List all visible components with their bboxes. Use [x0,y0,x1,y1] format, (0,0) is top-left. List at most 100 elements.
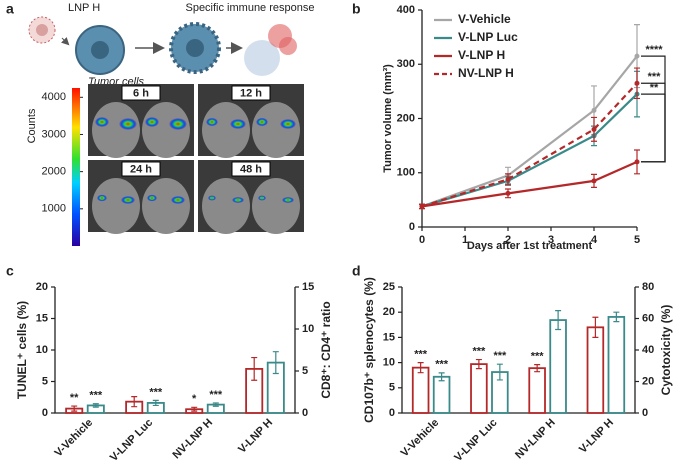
signal [282,197,294,203]
colorbar-tick-label: 3000 [42,128,66,140]
y-tick-label: 10 [36,344,48,356]
y-tick-label: 60 [642,312,654,324]
time-label: 24 h [130,163,152,175]
bioluminescence-image: 6 h [88,84,194,158]
y-tick-label: 10 [302,323,314,335]
error-bar [92,403,99,408]
y2-axis-title: Cytotoxicity (%) [659,305,673,396]
mouse [142,178,190,234]
error-bar [438,372,445,382]
y-axis-title: Tumor volume (mm³) [382,64,394,173]
colorbar-tick-label: 1000 [42,203,66,215]
signal [119,118,137,130]
significance: *** [435,359,449,371]
y-tick-label: 0 [302,407,308,419]
significance: *** [472,345,486,357]
x-tick-label: 5 [634,234,640,246]
point [591,178,597,184]
significance: *** [209,389,223,401]
x-tick-label: NV-LNP H [513,417,558,462]
error-bar [152,399,159,407]
time-box [121,161,161,177]
y-tick-label: 100 [397,167,415,179]
legend-label: NV-LNP H [458,66,514,80]
bar [549,319,567,414]
error-bar [496,363,503,381]
y-tick-label: 300 [397,58,415,70]
x-tick-label: 0 [419,234,425,246]
signal [280,119,296,129]
y-tick-label: 400 [397,4,415,16]
x-tick-label: 2 [505,234,511,246]
bar [411,366,430,414]
x-tick-label: NV-LNP H [171,417,216,462]
significance: * [192,393,197,405]
panel-label: b [352,1,361,17]
signal [95,117,109,127]
point [634,53,640,59]
y-tick-label: 0 [642,407,648,419]
y-tick-label: 15 [302,281,314,293]
significance: *** [648,71,662,83]
bioluminescence-image: 12 h [198,84,304,158]
time-box [231,85,271,101]
x-tick-label: V-LNP H [236,417,275,456]
time-label: 48 h [240,163,262,175]
point [419,203,425,209]
significance: **** [645,44,663,56]
series-line [421,55,638,208]
time-label: 12 h [240,87,262,99]
error-bar [272,351,279,375]
error-bar [534,364,541,373]
time-label: 6 h [133,87,149,99]
error-bar [555,310,562,331]
point [634,80,640,86]
panel-label: c [6,263,14,279]
bioluminescence-image: 24 h [88,160,194,234]
colorbar [72,88,80,246]
bar [528,367,546,414]
significance: *** [149,386,163,398]
x-tick-label: V-Vehicle [399,417,442,460]
colorbar-tick-label: 4000 [42,91,66,103]
x-tick-label: V-LNP Luc [452,417,499,464]
signal [169,118,187,130]
point [634,159,640,165]
bar [470,363,488,414]
y-tick-label: 5 [389,382,395,394]
mouse [92,102,140,158]
panel-label: a [6,1,14,17]
significance: *** [414,349,428,361]
error-bar [475,358,482,370]
signal [258,195,266,201]
y-tick-label: 80 [642,281,654,293]
significance: ** [650,82,659,94]
error-bar [191,406,198,412]
y-tick-label: 15 [36,312,48,324]
time-box [231,161,271,177]
mouse [92,178,140,234]
bar [432,375,451,414]
panel-label: d [352,263,361,279]
y-tick-label: 40 [642,344,654,356]
y-tick-label: 20 [642,375,654,387]
schematic-label: LNP H [68,2,100,14]
series-line [421,160,638,208]
point [505,190,511,196]
point [505,176,511,182]
error-bar [131,396,138,408]
y-tick-label: 5 [302,365,308,377]
y-tick-label: 20 [36,281,48,293]
x-axis-title: Days after 1st treatment [467,240,593,252]
y2-axis-title: CD8⁺: CD4⁺ ratio [319,301,333,398]
signal [97,194,107,202]
bar [607,316,626,414]
x-tick-label: V-Vehicle [53,417,96,460]
mouse [202,102,250,158]
x-tick-label: V-LNP H [577,417,616,456]
y-tick-label: 15 [383,331,395,343]
y-tick-label: 0 [389,407,395,419]
x-tick-label: 3 [548,234,554,246]
error-bar [71,405,78,412]
y-tick-label: 10 [383,357,395,369]
